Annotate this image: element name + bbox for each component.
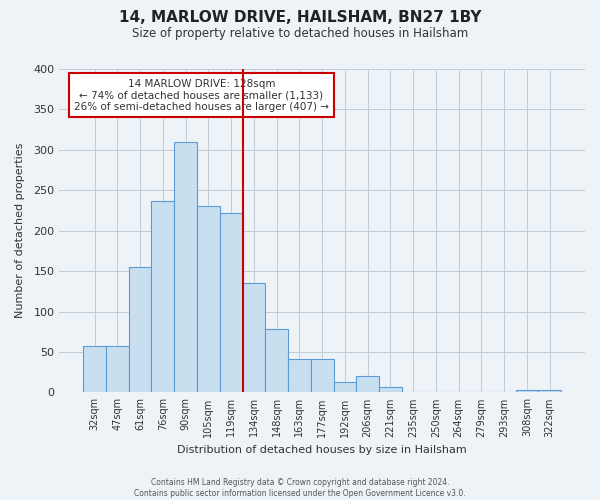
Bar [334, 382, 356, 392]
Bar [242, 284, 265, 393]
Bar [197, 206, 220, 392]
Text: Contains HM Land Registry data © Crown copyright and database right 2024.
Contai: Contains HM Land Registry data © Crown c… [134, 478, 466, 498]
Bar [151, 201, 174, 392]
Text: 14 MARLOW DRIVE: 128sqm
← 74% of detached houses are smaller (1,133)
26% of semi: 14 MARLOW DRIVE: 128sqm ← 74% of detache… [74, 78, 329, 112]
Bar [379, 387, 402, 392]
Y-axis label: Number of detached properties: Number of detached properties [15, 143, 25, 318]
Bar [220, 213, 242, 392]
Bar [288, 360, 311, 392]
Bar [129, 267, 151, 392]
Bar [356, 376, 379, 392]
Bar [83, 346, 106, 393]
Bar [515, 390, 538, 392]
Bar [265, 330, 288, 392]
X-axis label: Distribution of detached houses by size in Hailsham: Distribution of detached houses by size … [177, 445, 467, 455]
Bar [311, 360, 334, 392]
Bar [174, 142, 197, 393]
Text: Size of property relative to detached houses in Hailsham: Size of property relative to detached ho… [132, 28, 468, 40]
Text: 14, MARLOW DRIVE, HAILSHAM, BN27 1BY: 14, MARLOW DRIVE, HAILSHAM, BN27 1BY [119, 10, 481, 25]
Bar [106, 346, 129, 393]
Bar [538, 390, 561, 392]
